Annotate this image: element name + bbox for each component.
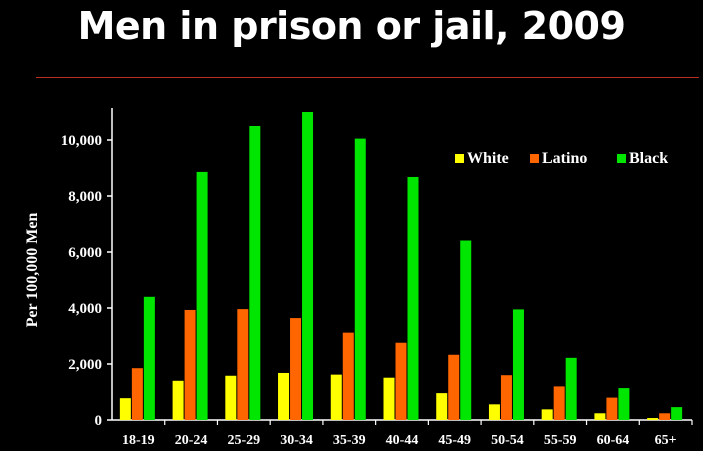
- bar-white-30-34: [278, 372, 290, 420]
- x-tick-label: 35-39: [333, 433, 366, 448]
- x-tick-label: 65+: [655, 433, 677, 448]
- bar-latino-25-29: [237, 309, 249, 420]
- bar-latino-20-24: [184, 309, 196, 420]
- x-tick-label: 55-59: [544, 433, 577, 448]
- legend-label-black: Black: [629, 150, 668, 167]
- bar-latino-60-64: [606, 397, 618, 420]
- legend-swatch-black: [617, 154, 626, 163]
- x-tick-label: 45-49: [438, 433, 471, 448]
- x-tick-label: 50-54: [491, 433, 524, 448]
- bar-latino-55-59: [553, 386, 565, 420]
- bar-latino-30-34: [290, 318, 302, 420]
- legend-swatch-latino: [530, 154, 539, 163]
- y-tick-label: 2,000: [68, 357, 102, 373]
- y-tick-label: 6,000: [68, 245, 102, 261]
- y-axis-label: Per 100,000 Men: [24, 213, 41, 328]
- bar-black-60-64: [618, 388, 630, 420]
- bar-white-20-24: [172, 380, 184, 420]
- bar-white-25-29: [225, 375, 237, 420]
- x-tick-label: 30-34: [280, 433, 313, 448]
- x-tick-label: 40-44: [386, 433, 419, 448]
- bar-black-20-24: [196, 171, 208, 420]
- bar-black-50-54: [512, 309, 524, 420]
- bar-white-55-59: [541, 409, 553, 420]
- bar-white-45-49: [436, 393, 448, 420]
- bar-black-35-39: [354, 138, 366, 420]
- y-tick-label: 4,000: [68, 301, 102, 317]
- x-tick-label: 25-29: [227, 433, 260, 448]
- bar-white-35-39: [330, 374, 342, 420]
- x-tick-label: 60-64: [597, 433, 630, 448]
- title-divider: [36, 77, 699, 78]
- chart-title: Men in prison or jail, 2009: [77, 4, 626, 48]
- bar-black-55-59: [565, 357, 577, 420]
- bar-black-65+: [671, 407, 683, 420]
- x-tick-label: 20-24: [175, 433, 208, 448]
- bar-black-45-49: [460, 240, 472, 420]
- bar-black-40-44: [407, 176, 419, 420]
- y-tick-label: 0: [95, 413, 103, 429]
- bar-latino-35-39: [342, 332, 354, 420]
- bar-latino-18-19: [131, 368, 143, 420]
- bar-white-65+: [647, 418, 659, 420]
- legend-label-latino: Latino: [542, 150, 587, 167]
- x-tick-label: 18-19: [122, 433, 155, 448]
- bar-white-60-64: [594, 413, 606, 420]
- y-tick-label: 10,000: [61, 133, 102, 149]
- bar-black-30-34: [302, 112, 314, 420]
- bar-white-40-44: [383, 377, 395, 420]
- bar-white-50-54: [488, 404, 500, 420]
- bar-latino-45-49: [448, 354, 460, 420]
- legend-swatch-white: [455, 154, 464, 163]
- y-tick-label: 8,000: [68, 189, 102, 205]
- bar-latino-40-44: [395, 342, 407, 420]
- bar-black-25-29: [249, 126, 261, 420]
- bar-latino-65+: [659, 413, 671, 420]
- legend-label-white: White: [467, 150, 509, 167]
- bar-white-18-19: [119, 398, 131, 420]
- bar-black-18-19: [143, 296, 155, 420]
- bar-latino-50-54: [500, 375, 512, 420]
